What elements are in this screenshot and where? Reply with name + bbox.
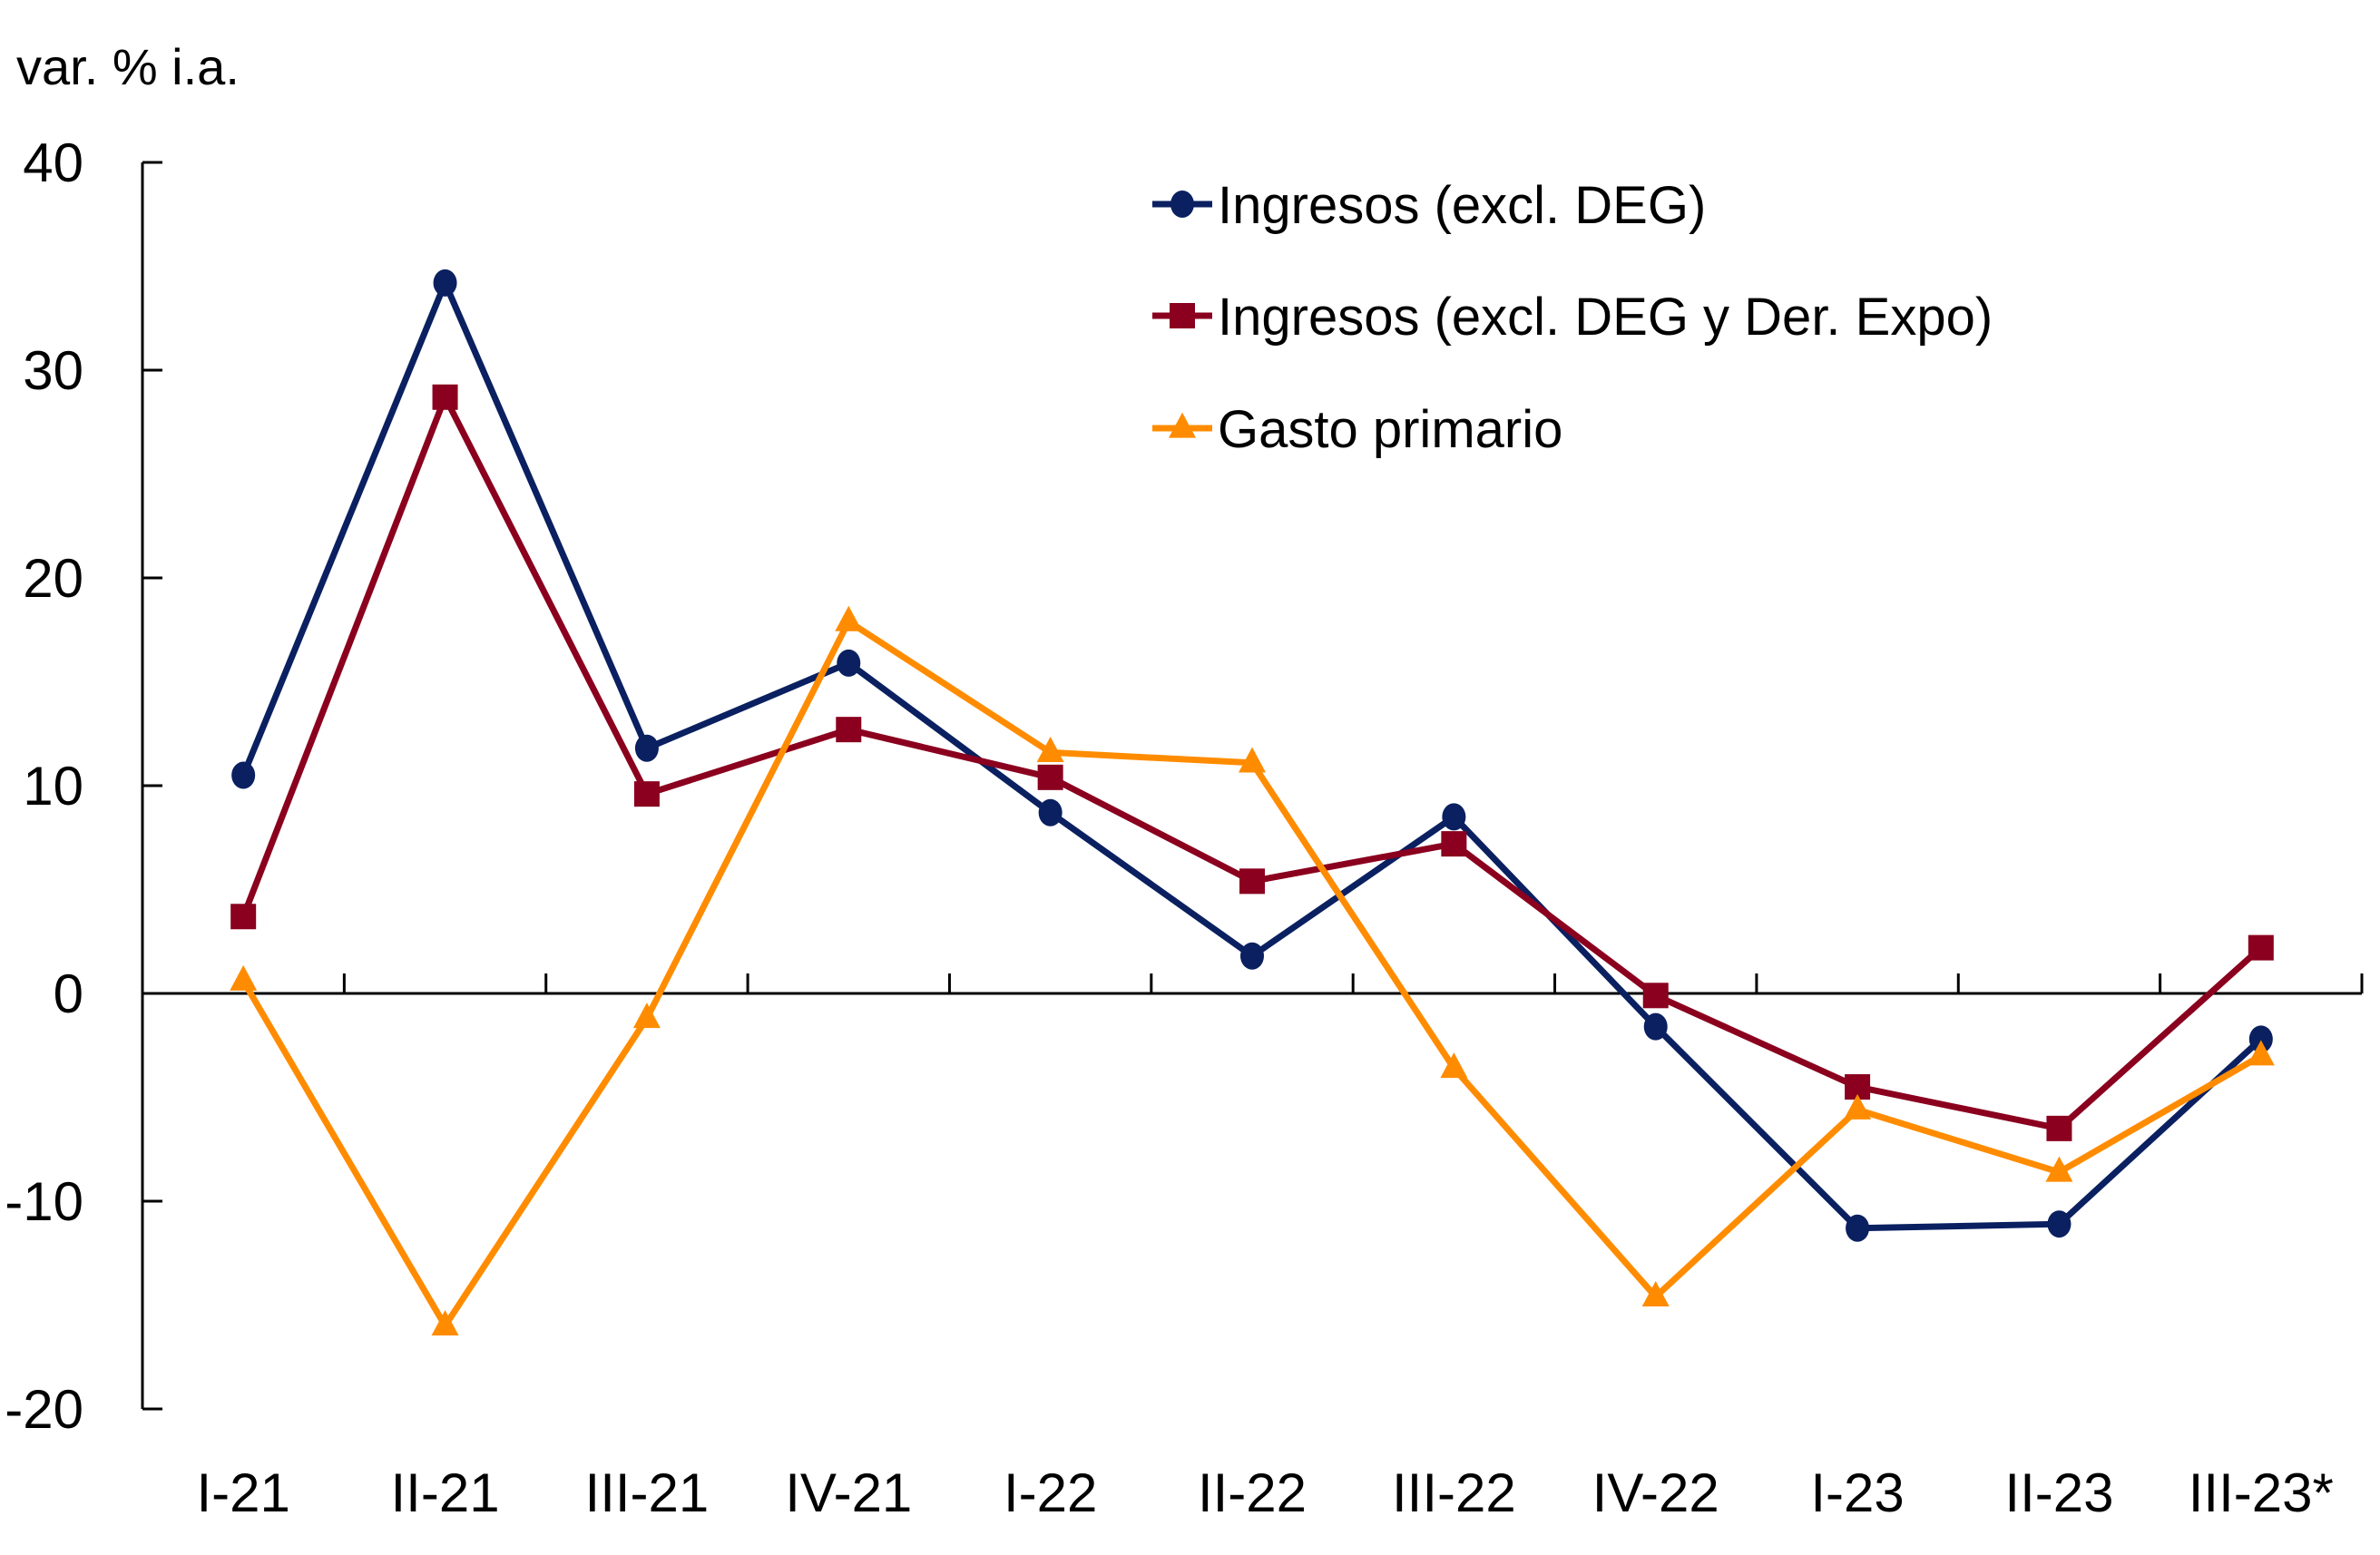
axes bbox=[141, 162, 2364, 1409]
series-triangle bbox=[230, 605, 2275, 1336]
x-tick-label: III-21 bbox=[585, 1462, 710, 1523]
legend-marker-icon bbox=[1170, 191, 1194, 218]
y-tick-label: 0 bbox=[54, 963, 83, 1024]
data-point bbox=[2248, 934, 2274, 961]
legend-label: Ingresos (excl. DEG y Der. Expo) bbox=[1218, 288, 1993, 347]
x-tick-label: II-21 bbox=[391, 1462, 500, 1523]
data-point bbox=[1036, 737, 1064, 762]
x-tick-label: III-23* bbox=[2189, 1462, 2334, 1523]
y-tick-label: -10 bbox=[5, 1171, 83, 1232]
data-point bbox=[634, 734, 659, 762]
data-point bbox=[433, 269, 457, 297]
data-point bbox=[836, 717, 862, 743]
data-point bbox=[1239, 747, 1266, 773]
y-tick-label: 10 bbox=[23, 756, 83, 817]
y-axis-ticks: 40 30 20 10 0 -10 -20 bbox=[5, 132, 162, 1440]
legend-label: Gasto primario bbox=[1218, 400, 1562, 459]
y-tick-label: 40 bbox=[23, 132, 83, 193]
legend-marker-icon bbox=[1169, 412, 1196, 438]
data-point bbox=[2046, 1115, 2072, 1141]
legend: Ingresos (excl. DEG) Ingresos (excl. DEG … bbox=[1152, 176, 1993, 459]
data-point bbox=[2047, 1210, 2071, 1238]
series-circle bbox=[231, 269, 2273, 1242]
data-point bbox=[837, 649, 861, 677]
data-point bbox=[431, 1310, 459, 1336]
data-point bbox=[633, 781, 660, 807]
x-axis-labels: I-21 II-21 III-21 IV-21 I-22 II-22 III-22 IV-22… bbox=[196, 1462, 2333, 1523]
data-point bbox=[2247, 1040, 2275, 1066]
data-point bbox=[1240, 942, 1264, 970]
data-point bbox=[230, 964, 258, 991]
data-point bbox=[1441, 831, 1467, 857]
data-point bbox=[432, 384, 458, 410]
legend-item: Ingresos (excl. DEG y Der. Expo) bbox=[1152, 288, 1993, 347]
y-tick-label: -20 bbox=[5, 1379, 83, 1440]
data-point bbox=[632, 1002, 661, 1029]
data-point bbox=[1239, 868, 1265, 895]
data-point bbox=[1641, 1280, 1670, 1306]
data-point bbox=[230, 904, 257, 930]
x-tick-label: II-22 bbox=[1198, 1462, 1307, 1523]
data-point bbox=[1643, 1012, 1668, 1041]
x-tick-label: I-21 bbox=[196, 1462, 289, 1523]
data-point bbox=[1038, 798, 1063, 826]
data-point bbox=[2248, 1025, 2273, 1053]
x-tick-label: III-22 bbox=[1392, 1462, 1516, 1523]
data-point bbox=[2045, 1156, 2073, 1182]
series-square bbox=[230, 384, 2274, 1141]
legend-marker-icon bbox=[1170, 303, 1195, 328]
data-point bbox=[835, 605, 863, 631]
data-point bbox=[231, 761, 256, 789]
data-point bbox=[1442, 803, 1466, 831]
legend-item: Ingresos (excl. DEG) bbox=[1152, 176, 1706, 235]
data-point bbox=[1844, 1093, 1872, 1120]
legend-label: Ingresos (excl. DEG) bbox=[1218, 176, 1706, 235]
data-point bbox=[1846, 1214, 1870, 1242]
y-axis-title: var. % i.a. bbox=[16, 38, 240, 95]
y-tick-label: 30 bbox=[23, 340, 83, 401]
x-tick-label: IV-22 bbox=[1592, 1462, 1719, 1523]
x-tick-label: I-23 bbox=[1810, 1462, 1904, 1523]
series-layer bbox=[230, 269, 2275, 1336]
x-tick-label: IV-21 bbox=[785, 1462, 912, 1523]
data-point bbox=[1440, 1052, 1468, 1079]
data-point bbox=[1642, 983, 1669, 1009]
x-tick-label: I-22 bbox=[1004, 1462, 1097, 1523]
x-tick-label: II-23 bbox=[2004, 1462, 2113, 1523]
y-tick-label: 20 bbox=[23, 548, 83, 609]
legend-item: Gasto primario bbox=[1152, 400, 1562, 459]
data-point bbox=[1037, 764, 1063, 790]
